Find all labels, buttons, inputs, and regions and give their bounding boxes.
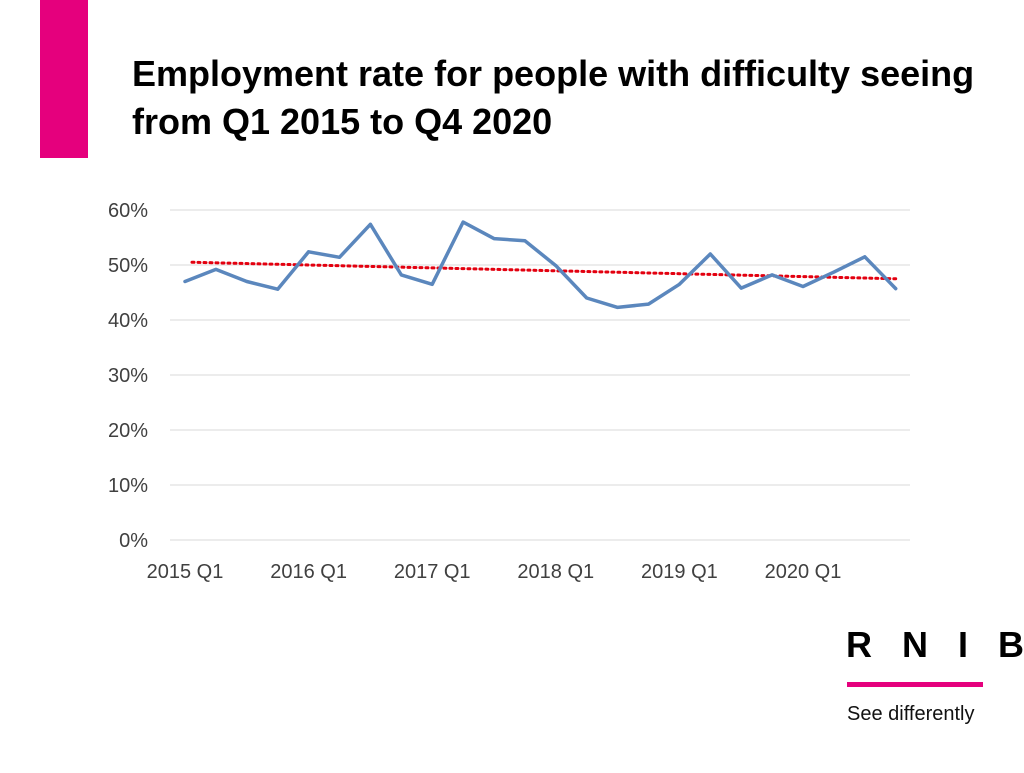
y-tick-label: 60% (108, 200, 148, 222)
brand-tagline: See differently (847, 703, 975, 725)
data-point (461, 220, 465, 224)
slide-title: Employment rate for people with difficul… (132, 53, 975, 142)
data-point (863, 255, 867, 259)
data-point (307, 250, 311, 254)
accent-bar (40, 0, 88, 158)
brand-name: R N I B (846, 624, 1024, 665)
data-point (894, 287, 898, 291)
data-point (214, 267, 218, 271)
data-point (399, 273, 403, 277)
y-tick-label: 40% (108, 310, 148, 332)
data-point (276, 287, 280, 291)
data-point (801, 284, 805, 288)
y-tick-label: 10% (108, 475, 148, 497)
brand-rule (847, 682, 983, 687)
data-point (338, 255, 341, 259)
y-tick-label: 50% (108, 255, 148, 277)
rnib-logo: R N I B See differently (846, 624, 1024, 734)
x-tick-label: 2019 Q1 (641, 561, 718, 583)
data-point (616, 305, 620, 309)
chart-gridlines (170, 209, 910, 541)
data-point (523, 239, 527, 243)
data-point (739, 286, 743, 290)
series-line (183, 220, 898, 310)
x-tick-label: 2016 Q1 (270, 561, 347, 583)
data-point (708, 252, 712, 256)
y-tick-label: 0% (119, 530, 148, 552)
y-tick-label: 20% (108, 420, 148, 442)
data-point (585, 296, 589, 300)
data-point (677, 282, 681, 286)
chart-series-layer (183, 220, 898, 310)
data-point (554, 264, 558, 268)
y-tick-label: 30% (108, 365, 148, 387)
x-tick-label: 2017 Q1 (394, 561, 471, 583)
chart-y-axis: 0% 10% 20% 30% 40% 50% 60% (108, 200, 148, 552)
data-point (770, 273, 774, 277)
x-tick-label: 2020 Q1 (765, 561, 842, 583)
data-point (368, 222, 372, 226)
data-point (183, 280, 187, 283)
data-point (492, 237, 496, 241)
chart-x-axis: 2015 Q1 2016 Q1 2017 Q1 2018 Q1 2019 Q1 2020 … (147, 561, 842, 583)
x-tick-label: 2015 Q1 (147, 561, 224, 583)
data-point (245, 280, 249, 283)
data-point (430, 282, 434, 286)
data-point (647, 302, 650, 306)
x-tick-label: 2018 Q1 (517, 561, 594, 583)
data-point (832, 270, 836, 274)
